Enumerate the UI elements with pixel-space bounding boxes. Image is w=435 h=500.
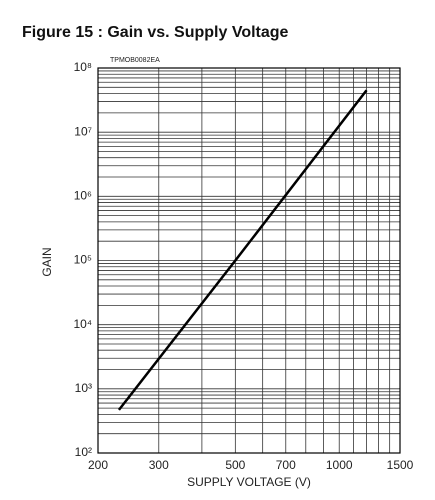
x-tick-label: 200 <box>88 458 108 472</box>
plot-frame <box>97 67 401 454</box>
y-tick-label: 10⁸ <box>74 60 92 74</box>
y-tick-label: 10⁵ <box>74 253 92 267</box>
x-tick-label: 700 <box>276 458 296 472</box>
x-tick-label: 300 <box>149 458 169 472</box>
annotation: TPMOB0082EA <box>110 57 160 64</box>
x-tick-label: 1000 <box>326 458 353 472</box>
x-axis-label: SUPPLY VOLTAGE (V) <box>187 475 311 489</box>
y-tick-label: 10³ <box>75 381 92 395</box>
y-tick-label: 10⁶ <box>74 189 92 203</box>
y-tick-label: 10² <box>75 445 92 459</box>
x-tick-label: 500 <box>225 458 245 472</box>
y-tick-label: 10⁴ <box>73 317 92 331</box>
y-tick-label: 10⁷ <box>74 124 92 138</box>
x-tick-label: 1500 <box>387 458 414 472</box>
chart-title: Figure 15 : Gain vs. Supply Voltage <box>22 24 289 41</box>
y-axis-label: GAIN <box>40 247 54 276</box>
data-line <box>117 89 368 411</box>
